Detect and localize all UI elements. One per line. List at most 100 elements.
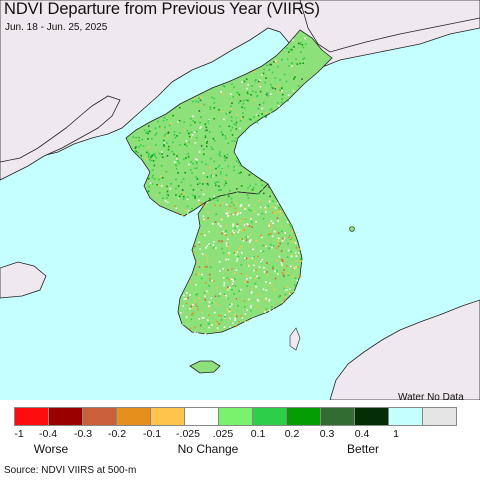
ndvi-pixel [239,127,241,130]
ndvi-pixel [290,225,292,228]
ndvi-pixel [236,259,238,262]
ndvi-pixel [300,41,302,44]
ndvi-pixel [282,237,284,240]
ndvi-pixel [279,79,281,81]
ndvi-pixel [230,125,232,127]
ndvi-pixel [206,261,209,263]
ndvi-pixel [173,202,176,204]
ndvi-pixel [185,292,188,294]
ndvi-pixel [264,187,267,190]
ndvi-pixel [270,232,273,235]
ndvi-pixel [141,138,144,141]
ndvi-pixel [202,215,205,218]
ndvi-pixel [254,202,257,204]
ndvi-pixel [282,93,284,96]
ndvi-pixel [204,219,207,221]
ndvi-pixel [178,162,180,164]
ndvi-pixel [223,294,225,297]
ndvi-pixel [290,62,293,65]
ndvi-pixel [252,273,255,275]
ndvi-pixel [267,205,269,207]
ndvi-pixel [229,326,232,328]
ndvi-pixel [188,135,191,138]
ndvi-pixel [195,100,197,103]
ndvi-pixel [237,231,239,233]
legend-swatch-no-data [422,407,457,426]
ndvi-pixel [192,189,195,191]
ndvi-pixel [279,242,282,245]
ndvi-pixel [261,73,263,76]
ndvi-pixel [220,131,223,133]
ndvi-pixel [273,230,276,233]
ndvi-pixel [242,239,245,242]
ndvi-pixel [192,303,194,306]
ndvi-pixel [238,247,241,250]
ndvi-pixel [219,122,221,124]
ndvi-pixel [213,241,215,243]
ndvi-pixel [276,211,279,214]
ndvi-pixel [236,192,239,194]
ndvi-pixel [135,136,137,139]
ndvi-pixel [218,189,220,191]
ndvi-pixel [241,117,243,119]
ndvi-pixel [295,255,298,257]
ndvi-pixel [278,105,280,107]
ndvi-pixel [199,99,202,102]
ndvi-pixel [250,94,252,96]
ndvi-pixel [166,135,168,138]
ndvi-pixel [267,94,269,97]
land-japan [329,299,480,400]
ndvi-pixel [145,158,148,161]
ndvi-pixel [138,139,140,142]
ndvi-pixel [208,197,211,200]
ndvi-pixel [249,284,251,286]
ndvi-pixel [211,279,213,282]
ndvi-pixel [276,259,278,262]
ndvi-pixel [189,157,192,160]
ndvi-pixel [145,132,147,134]
ndvi-pixel [248,174,251,176]
ndvi-pixel [245,236,248,239]
ndvi-pixel [277,102,279,104]
ndvi-pixel [294,251,297,254]
ndvi-pixel [164,126,166,129]
ndvi-pixel [204,299,207,301]
ndvi-pixel [303,57,306,59]
ndvi-pixel [201,317,204,319]
ndvi-pixel [274,252,276,254]
ndvi-pixel [261,254,264,257]
ndvi-pixel [193,131,196,134]
ndvi-pixel [225,194,228,196]
ndvi-pixel [281,230,283,233]
ndvi-pixel [200,237,203,240]
ndvi-pixel [278,228,280,230]
ndvi-pixel [258,80,260,83]
ndvi-pixel [175,164,178,167]
ndvi-pixel [149,182,152,184]
ndvi-pixel [176,135,178,137]
ndvi-pixel [264,311,266,313]
ndvi-pixel [248,240,251,242]
ndvi-pixel [140,144,142,146]
ndvi-pixel [240,204,243,206]
ndvi-pixel [231,268,233,270]
ndvi-pixel [220,241,223,243]
ndvi-pixel [168,124,171,127]
ndvi-pixel [240,220,242,222]
ndvi-pixel [278,212,280,214]
ndvi-pixel [276,296,278,299]
ndvi-pixel [268,233,271,235]
ndvi-pixel [265,281,267,283]
ndvi-pixel [230,278,233,280]
ndvi-pixel [219,270,221,272]
ndvi-pixel [250,221,253,223]
ndvi-pixel [152,174,154,177]
ndvi-pixel [222,93,225,95]
ndvi-pixel [258,206,261,208]
ndvi-pixel [243,80,246,83]
ndvi-pixel [192,115,194,118]
ndvi-pixel [201,265,203,268]
ndvi-pixel [250,209,252,212]
ndvi-pixel [266,274,269,276]
ndvi-pixel [277,296,280,299]
